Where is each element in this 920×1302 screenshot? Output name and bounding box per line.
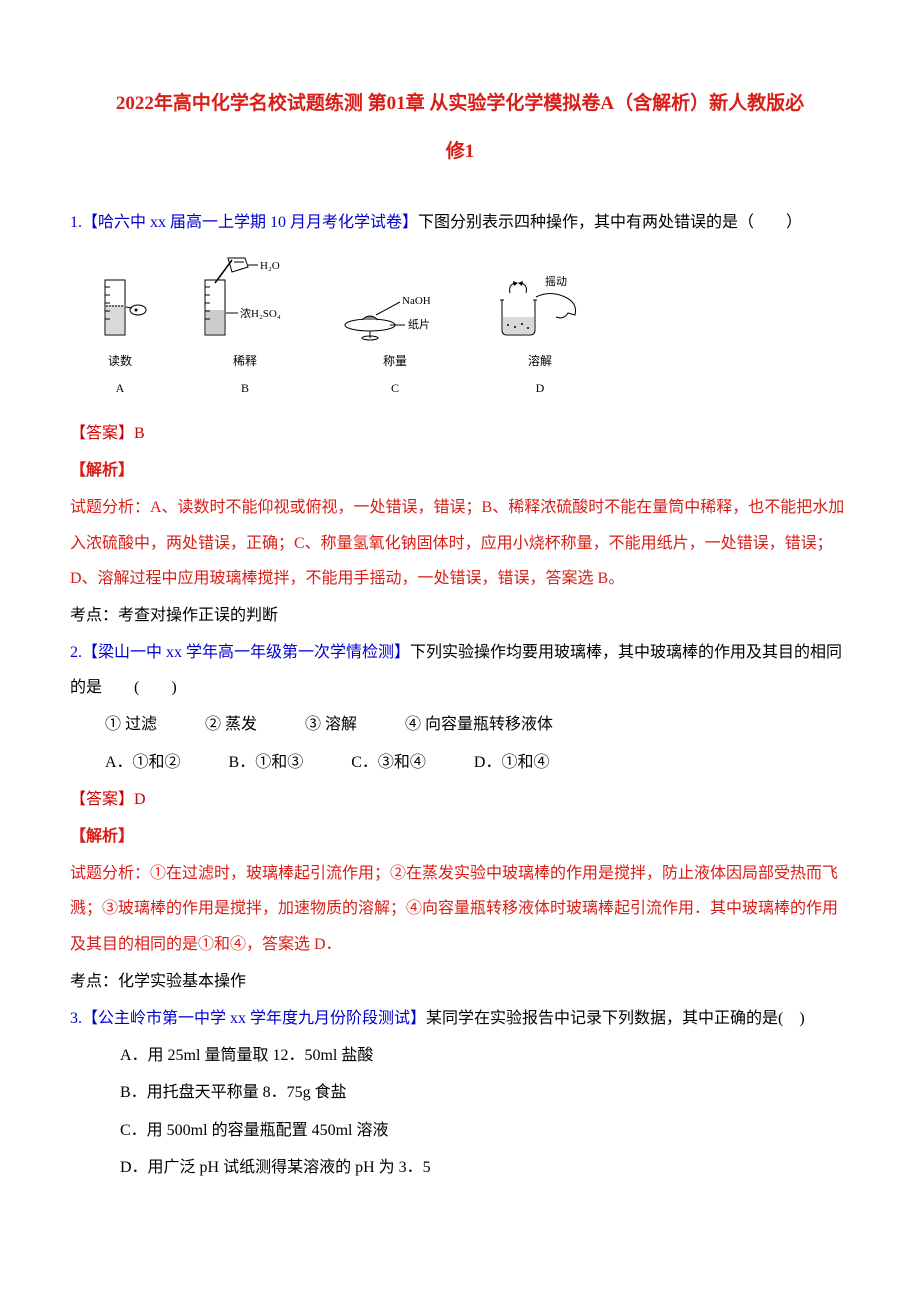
fig-a-label: 读数A (108, 348, 132, 401)
q2-analysis: 试题分析：①在过滤时，玻璃棒起引流作用；②在蒸发实验中玻璃棒的作用是搅拌，防止液… (70, 856, 850, 962)
paper-label: 纸片 (408, 318, 430, 331)
h2so4-label: 浓H₂SO₄ (240, 307, 281, 320)
q1-body: 下图分别表示四种操作，其中有两处错误的是（ ） (418, 214, 802, 231)
shake-label: 摇动 (545, 275, 567, 288)
fig-c-label: 称量C (383, 348, 407, 401)
q1-answer-val: B (134, 425, 145, 442)
q2-analysis-label: 【解析】 (70, 819, 850, 854)
figure-c: NaOH 纸片 称量C (340, 290, 450, 401)
q2-options-letters: A．①和② B．①和③ C．③和④ D．①和④ (70, 745, 850, 780)
q3-opt-a: A．用 25ml 量筒量取 12．50ml 盐酸 (70, 1038, 850, 1073)
q1-line: 1.【哈六中 xx 届高一上学期 10 月月考化学试卷】下图分别表示四种操作，其… (70, 205, 850, 240)
q2-answer: 【答案】D (70, 782, 850, 817)
fig-b-label: 稀释B (233, 348, 257, 401)
cylinder-read-icon (90, 275, 150, 345)
fig-d-label: 溶解D (528, 348, 552, 401)
q2-kaodian: 考点：化学实验基本操作 (70, 964, 850, 999)
q2-answer-val: D (134, 791, 146, 808)
q1-header: 1.【哈六中 xx 届高一上学期 10 月月考化学试卷】 (70, 214, 418, 231)
q2-line: 2.【梁山一中 xx 学年高一年级第一次学情检测】下列实验操作均要用玻璃棒，其中… (70, 635, 850, 705)
q1-answer: 【答案】B (70, 416, 850, 451)
figure-d: 摇动 溶解D (490, 275, 590, 401)
q1-kaodian: 考点：考查对操作正误的判断 (70, 598, 850, 633)
q3-opt-c: C．用 500ml 的容量瓶配置 450ml 溶液 (70, 1113, 850, 1148)
document-title: 2022年高中化学名校试题练测 第01章 从实验学化学模拟卷A（含解析）新人教版… (70, 80, 850, 175)
q2-header: 2.【梁山一中 xx 学年高一年级第一次学情检测】 (70, 644, 410, 661)
q3-line: 3.【公主岭市第一中学 xx 学年度九月份阶段测试】某同学在实验报告中记录下列数… (70, 1001, 850, 1036)
title-line2: 修1 (446, 141, 475, 162)
figure-a: 读数A (90, 275, 150, 401)
dissolve-icon: 摇动 (490, 275, 590, 345)
q1-figures: 读数A H₂O 浓H₂SO₄ 稀释B NaOH (90, 255, 850, 401)
h2o-label: H₂O (260, 260, 280, 272)
q1-analysis-label: 【解析】 (70, 453, 850, 488)
q2-options-nums: ① 过滤 ② 蒸发 ③ 溶解 ④ 向容量瓶转移液体 (70, 707, 850, 742)
q3-header: 3.【公主岭市第一中学 xx 学年度九月份阶段测试】 (70, 1010, 426, 1027)
q1-analysis: 试题分析：A、读数时不能仰视或俯视，一处错误，错误；B、稀释浓硫酸时不能在量筒中… (70, 490, 850, 596)
title-line1: 2022年高中化学名校试题练测 第01章 从实验学化学模拟卷A（含解析）新人教版… (116, 93, 804, 114)
q3-opt-d: D．用广泛 pH 试纸测得某溶液的 pH 为 3．5 (70, 1150, 850, 1185)
q3-opt-b: B．用托盘天平称量 8．75g 食盐 (70, 1075, 850, 1110)
q3-body: 某同学在实验报告中记录下列数据，其中正确的是( ) (426, 1010, 805, 1027)
naoh-label: NaOH (402, 295, 431, 307)
weigh-icon: NaOH 纸片 (340, 290, 450, 345)
dilute-icon: H₂O 浓H₂SO₄ (190, 255, 300, 345)
figure-b: H₂O 浓H₂SO₄ 稀释B (190, 255, 300, 401)
q2-answer-label: 【答案】 (70, 791, 134, 808)
q1-answer-label: 【答案】 (70, 425, 134, 442)
